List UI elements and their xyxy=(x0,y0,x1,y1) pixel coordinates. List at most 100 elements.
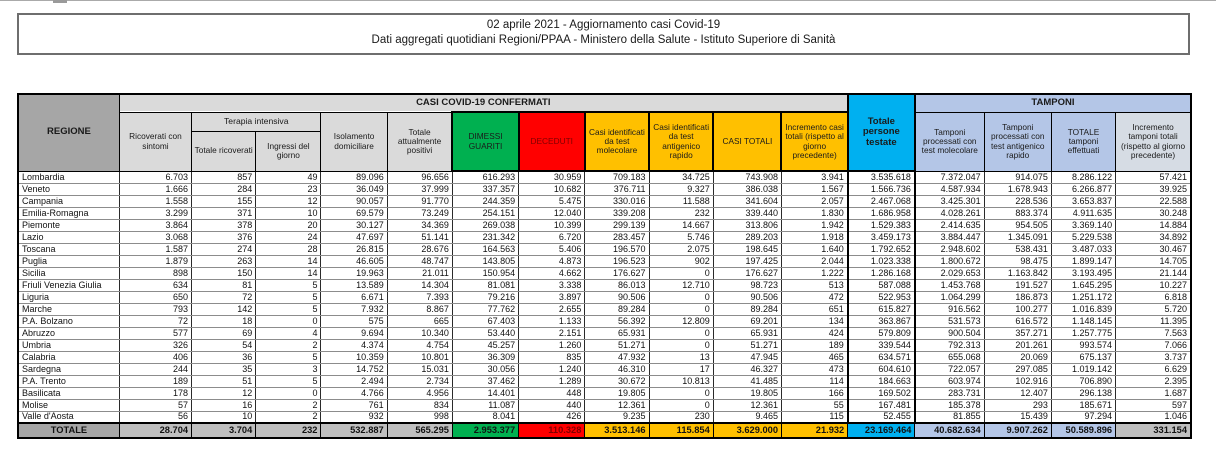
cell: 4.754 xyxy=(386,338,453,352)
cell: 4.911.635 xyxy=(1050,206,1117,220)
cell: 23 xyxy=(255,182,322,196)
cell: 5.475 xyxy=(518,194,586,208)
table-row: Toscana 1.587 274 28 26.815 28.676 164.563 5.40… xyxy=(17,242,1192,256)
cell: 1.558 xyxy=(118,194,193,208)
cell: 189 xyxy=(118,374,193,388)
report-title: 02 aprile 2021 - Aggiornamento casi Covi… xyxy=(486,19,721,31)
col-header-attualmente-positivi: Totale attualmente positivi xyxy=(386,111,453,172)
cell: 73.249 xyxy=(386,206,453,220)
cell: 326 xyxy=(118,338,193,352)
table-row: Abruzzo 577 69 4 9.694 10.340 53.440 2.151 65.93… xyxy=(17,326,1192,340)
cell: 12.361 xyxy=(712,398,782,412)
cell: 6.703 xyxy=(118,170,193,184)
cell: 30.248 xyxy=(1115,206,1192,220)
cell: 72 xyxy=(118,314,193,328)
cell: 426 xyxy=(518,410,586,424)
cell: 6.720 xyxy=(518,230,586,244)
cell: 1.678.943 xyxy=(983,182,1052,196)
cell: 53.440 xyxy=(451,326,520,340)
cell: 1.023.338 xyxy=(846,254,916,268)
table-row: Piemonte 3.864 378 20 30.127 34.369 269.038 10.… xyxy=(17,218,1192,232)
cell: 1.257.775 xyxy=(1050,326,1117,340)
top-divider xyxy=(0,0,1216,1)
cell: 2.655 xyxy=(518,302,586,316)
cell: 3.338 xyxy=(518,278,586,292)
cell: 313.806 xyxy=(712,218,782,232)
cell: 3.897 xyxy=(518,290,586,304)
cell: 5 xyxy=(255,302,322,316)
cell: 22.588 xyxy=(1115,194,1192,208)
cell: 472 xyxy=(780,290,849,304)
cell: 185.378 xyxy=(914,398,985,412)
cell: 675.137 xyxy=(1050,350,1117,364)
cell: 371 xyxy=(191,206,257,220)
cell: 1.529.383 xyxy=(846,218,916,232)
cell: 293 xyxy=(983,398,1052,412)
cell: 65.931 xyxy=(584,326,650,340)
cell: 2.494 xyxy=(320,374,388,388)
cell: 14.304 xyxy=(386,278,453,292)
cell: 0 xyxy=(648,326,714,340)
cell: 616.572 xyxy=(983,314,1052,328)
cell: 57.421 xyxy=(1115,170,1192,184)
cell: 998 xyxy=(386,410,453,424)
cell: 196.523 xyxy=(584,254,650,268)
cell: 150 xyxy=(191,266,257,280)
cell: 7.393 xyxy=(386,290,453,304)
cell: 1.687 xyxy=(1115,386,1192,400)
cell: 40.682.634 xyxy=(914,422,985,439)
cell: 46.605 xyxy=(320,254,388,268)
cell: 48.747 xyxy=(386,254,453,268)
cell: 36.049 xyxy=(320,182,388,196)
cell: 448 xyxy=(518,386,586,400)
cell: 176.627 xyxy=(584,266,650,280)
cell: 143.805 xyxy=(451,254,520,268)
cell: 79.216 xyxy=(451,290,520,304)
cell: 330.016 xyxy=(584,194,650,208)
cell: 10.227 xyxy=(1115,278,1192,292)
cell: 13 xyxy=(648,350,714,364)
cell: 100.277 xyxy=(983,302,1052,316)
cell: 3.299 xyxy=(118,206,193,220)
cell: 263 xyxy=(191,254,257,268)
cell: 196.570 xyxy=(584,242,650,256)
table-row: P.A. Bolzano 72 18 0 575 665 67.403 1.133 56.392… xyxy=(17,314,1192,328)
cell: 993.574 xyxy=(1050,338,1117,352)
cell: 231.342 xyxy=(451,230,520,244)
cell: 34.892 xyxy=(1115,230,1192,244)
cell: 8.867 xyxy=(386,302,453,316)
cell: 4.873 xyxy=(518,254,586,268)
cell: 902 xyxy=(648,254,714,268)
cell: 197.425 xyxy=(712,254,782,268)
cell: 169.502 xyxy=(846,386,916,400)
cell: 86.013 xyxy=(584,278,650,292)
cell: 0 xyxy=(255,314,322,328)
cell: 14 xyxy=(255,266,322,280)
cell: 465 xyxy=(780,350,849,364)
cell: 14 xyxy=(255,254,322,268)
cell: 21.011 xyxy=(386,266,453,280)
cell: 2.151 xyxy=(518,326,586,340)
cell: 26.815 xyxy=(320,242,388,256)
region-name: Friuli Venezia Giulia xyxy=(17,278,120,292)
cell: 3.704 xyxy=(191,422,257,439)
cell: 91.770 xyxy=(386,194,453,208)
cell: 283.731 xyxy=(914,386,985,400)
cell: 55 xyxy=(780,398,849,412)
cell: 1.640 xyxy=(780,242,849,256)
cell: 8.041 xyxy=(451,410,520,424)
col-header-dimessi-guariti: DIMESSI GUARITI xyxy=(451,111,520,172)
cell: 69 xyxy=(191,326,257,340)
cell: 30.959 xyxy=(518,170,586,184)
cell: 289.203 xyxy=(712,230,782,244)
cell: 339.208 xyxy=(584,206,650,220)
cell: 1.163.842 xyxy=(983,266,1052,280)
region-name: Umbria xyxy=(17,338,120,352)
cell: 14.667 xyxy=(648,218,714,232)
cell: 883.374 xyxy=(983,206,1052,220)
cell: 337.357 xyxy=(451,182,520,196)
cell: 5 xyxy=(255,278,322,292)
cell: 57 xyxy=(118,398,193,412)
region-name: P.A. Trento xyxy=(17,374,120,388)
cell: 23.169.464 xyxy=(847,422,916,439)
